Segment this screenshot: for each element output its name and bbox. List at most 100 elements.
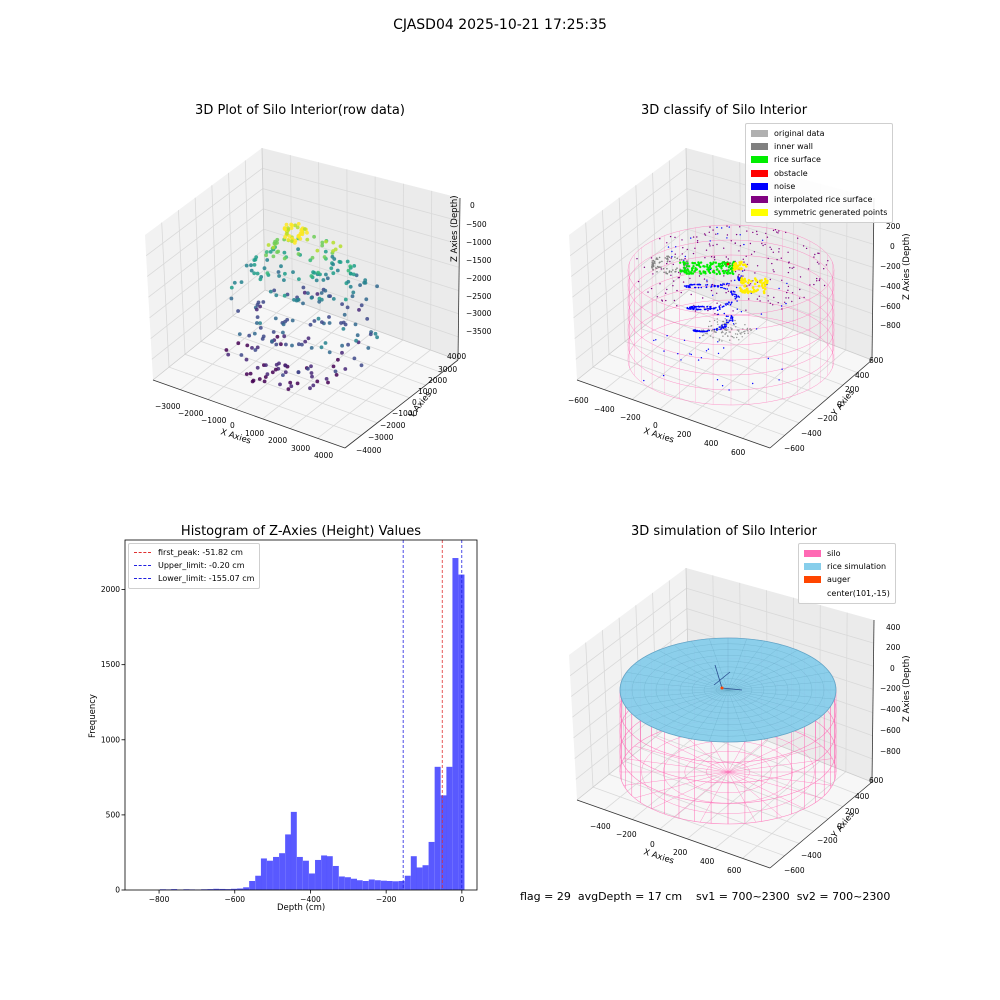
panel4-title: 3D simulation of Silo Interior: [631, 524, 817, 539]
p2-ztick-3: −400: [880, 282, 901, 291]
p1-ytick-6: 2000: [428, 376, 448, 385]
x-tick-label: 0: [459, 895, 464, 904]
legend-label: silo: [827, 549, 841, 559]
histogram-bar: [351, 878, 357, 890]
legend-item: interpolated rice surface: [751, 193, 887, 206]
p2-xtick-1: −400: [594, 405, 615, 414]
histogram-bar: [434, 766, 441, 890]
legend-item: symmetric generated points: [751, 206, 887, 219]
p2-ytick-1: −400: [801, 429, 822, 438]
panel3-legend: first_peak: -51.82 cm Upper_limit: -0.20…: [128, 543, 261, 589]
legend-item: first_peak: -51.82 cm: [134, 546, 254, 559]
p2-xtick-4: 200: [677, 430, 692, 439]
p4-xtick-4: 400: [700, 857, 715, 866]
panel4-zlabel: Z Axies (Depth): [902, 655, 912, 722]
legend-swatch: [804, 576, 821, 584]
p4-ztick-4: −400: [880, 705, 901, 714]
legend-swatch: [751, 209, 768, 217]
p1-ztick-2: −1000: [466, 238, 492, 247]
histogram-bar: [171, 889, 178, 890]
p4-ztick-3: −200: [880, 684, 901, 693]
legend-label: center(101,-15): [827, 588, 890, 598]
histogram-bar: [386, 880, 393, 890]
p4-ztick-1: 200: [886, 643, 901, 652]
histogram-bar: [273, 856, 280, 890]
histogram-bar: [332, 865, 339, 890]
histogram-bar: [207, 889, 214, 890]
histogram-bar: [422, 865, 429, 890]
p1-ytick-4: 0: [412, 398, 417, 407]
p1-xtick-7: 4000: [314, 451, 334, 460]
legend-swatch: [751, 156, 768, 164]
p2-xtick-3: 0: [653, 421, 658, 430]
legend-line: [134, 578, 151, 580]
x-tick-label: −600: [224, 895, 245, 904]
histogram-bar: [308, 873, 315, 890]
p1-ztick-3: −1500: [466, 256, 492, 265]
p4-ytick-6: 600: [869, 776, 884, 785]
legend-item: Lower_limit: -155.07 cm: [134, 572, 254, 585]
p1-xtick-6: 3000: [291, 444, 311, 453]
legend-item: center(101,-15): [804, 587, 890, 600]
panel3-xlabel: Depth (cm): [277, 903, 326, 913]
histogram-bar: [231, 888, 237, 890]
x-tick-label: −800: [149, 895, 170, 904]
panel3-ylabel: Frequency: [88, 694, 98, 738]
p4-ztick-2: 0: [890, 664, 895, 673]
p4-ytick-2: −200: [817, 836, 838, 845]
histogram-bar: [260, 858, 267, 890]
histogram-bar: [290, 811, 297, 890]
p1-ztick-0: 0: [470, 201, 475, 210]
p2-xtick-6: 600: [731, 448, 746, 457]
p2-ytick-5: 400: [855, 371, 870, 380]
p4-xtick-2: 0: [650, 840, 655, 849]
legend-line: [134, 565, 151, 567]
panel3-title: Histogram of Z-Axies (Height) Values: [180, 524, 422, 539]
p4-ytick-4: 200: [845, 807, 860, 816]
histogram-bar: [446, 766, 453, 890]
y-tick-label: 0: [115, 886, 120, 895]
p1-xtick-3: 0: [230, 421, 235, 430]
x-tick-label: −200: [376, 895, 397, 904]
legend-swatch: [751, 196, 768, 204]
p4-ztick-5: −600: [880, 726, 901, 735]
legend-swatch: [804, 550, 821, 558]
p1-xtick-2: −1000: [201, 416, 227, 425]
histogram-bar: [243, 887, 250, 890]
legend-item: inner wall: [751, 140, 887, 153]
plot-frame: [124, 539, 478, 891]
p1-ytick-1: −3000: [368, 433, 394, 442]
p2-ztick-4: −600: [880, 302, 901, 311]
histogram-bar: [255, 875, 262, 890]
figure-title: CJASD04 2025-10-21 17:25:35: [393, 17, 607, 33]
p1-ytick-5: 1000: [418, 387, 438, 396]
p4-xtick-0: −400: [590, 822, 611, 831]
legend-label: first_peak: -51.82 cm: [158, 548, 243, 558]
legend-label: rice surface: [774, 155, 821, 165]
histogram-bar: [380, 880, 387, 890]
legend-swatch: [751, 169, 768, 177]
y-tick-label: 2000: [101, 585, 120, 594]
p1-ytick-0: −4000: [356, 446, 382, 455]
legend-label: obstacle: [774, 168, 808, 178]
histogram-bar: [224, 889, 231, 890]
y-tick-label: 1000: [101, 735, 120, 744]
p2-ytick-6: 600: [869, 356, 884, 365]
p2-ztick-1: 0: [890, 242, 895, 251]
legend-label: original data: [774, 129, 825, 139]
p4-ytick-3: 0: [837, 822, 842, 831]
histogram-bar: [428, 841, 435, 890]
p1-ztick-5: −2500: [466, 292, 492, 301]
p1-xtick-1: −2000: [178, 409, 204, 418]
histogram-bar: [398, 880, 405, 890]
panel2-legend: original data inner wall rice surface ob…: [745, 123, 894, 224]
p1-ztick-4: −2000: [466, 274, 492, 283]
p4-ztick-0: 400: [886, 623, 901, 632]
histogram-bar: [452, 558, 459, 890]
legend-label: interpolated rice surface: [774, 195, 873, 205]
panel2-title: 3D classify of Silo Interior: [640, 103, 808, 118]
y-tick-label: 1500: [101, 660, 120, 669]
histogram-bar: [392, 881, 399, 890]
legend-label: Upper_limit: -0.20 cm: [158, 561, 245, 571]
histogram-bar: [368, 879, 375, 890]
